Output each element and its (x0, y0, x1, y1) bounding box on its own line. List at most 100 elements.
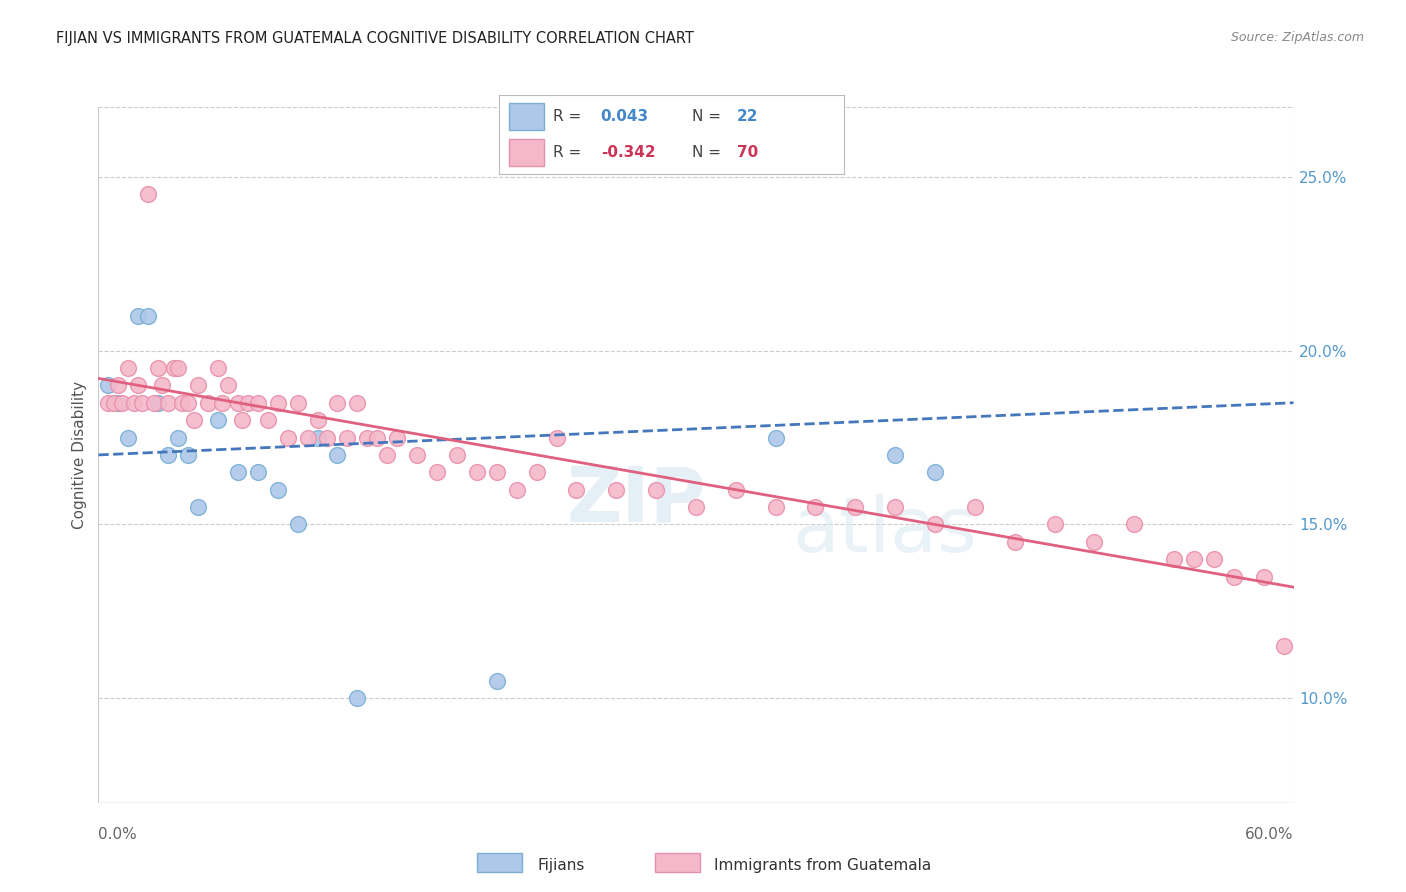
Point (217, 378, 239, 392)
Point (1004, 535, 1026, 549)
Point (148, 396, 170, 410)
Point (267, 483, 290, 497)
Point (446, 448, 468, 462)
Point (884, 448, 907, 462)
Point (366, 431, 388, 445)
Point (465, 465, 488, 479)
Point (1123, 517, 1146, 532)
Point (346, 691, 368, 706)
Y-axis label: Cognitive Disability: Cognitive Disability (72, 381, 87, 529)
Text: Source: ZipAtlas.com: Source: ZipAtlas.com (1230, 31, 1364, 45)
Text: FIJIAN VS IMMIGRANTS FROM GUATEMALA COGNITIVE DISABILITY CORRELATION CHART: FIJIAN VS IMMIGRANTS FROM GUATEMALA COGN… (56, 31, 695, 46)
Text: 0.043: 0.043 (600, 109, 650, 124)
Point (157, 396, 180, 410)
Point (685, 500, 707, 514)
Point (485, 674, 508, 689)
Point (177, 396, 200, 410)
Point (226, 465, 249, 479)
Point (187, 500, 209, 514)
Point (267, 396, 290, 410)
Point (136, 309, 159, 323)
Point (103, 396, 125, 410)
Point (256, 413, 278, 427)
Text: atlas: atlas (793, 494, 977, 568)
Point (172, 396, 194, 410)
Point (131, 396, 153, 410)
Text: 22: 22 (737, 109, 758, 124)
Point (316, 431, 339, 445)
Point (136, 187, 159, 202)
Point (124, 396, 146, 410)
Point (546, 431, 568, 445)
Point (1182, 552, 1205, 566)
Point (246, 396, 269, 410)
Point (127, 309, 149, 323)
Text: R =: R = (553, 109, 581, 124)
Point (1043, 517, 1066, 532)
Point (177, 448, 200, 462)
Point (605, 483, 627, 497)
Point (356, 431, 378, 445)
Point (326, 396, 349, 410)
Point (307, 413, 329, 427)
Point (307, 431, 329, 445)
Text: -0.342: -0.342 (600, 145, 655, 161)
Point (236, 396, 259, 410)
Bar (509, 103, 544, 130)
Point (117, 361, 139, 376)
Text: Immigrants from Guatemala: Immigrants from Guatemala (714, 858, 932, 872)
Point (231, 413, 253, 427)
Point (375, 448, 398, 462)
Text: R =: R = (553, 145, 581, 161)
Point (183, 413, 205, 427)
Point (117, 431, 139, 445)
Point (226, 396, 249, 410)
Point (1083, 535, 1105, 549)
Bar (477, 853, 522, 872)
Point (107, 378, 129, 392)
Point (127, 378, 149, 392)
Point (111, 396, 134, 410)
Bar (509, 139, 544, 166)
Point (385, 431, 409, 445)
Point (97, 396, 120, 410)
Text: N =: N = (692, 145, 721, 161)
Text: Fijians: Fijians (537, 858, 585, 872)
Point (107, 396, 129, 410)
Point (336, 431, 359, 445)
Point (297, 431, 319, 445)
Point (1202, 552, 1225, 566)
Point (326, 448, 349, 462)
Point (485, 465, 508, 479)
Point (924, 465, 946, 479)
Text: 0.0%: 0.0% (98, 827, 138, 842)
Point (765, 500, 787, 514)
Point (150, 378, 173, 392)
Point (148, 361, 170, 376)
Point (506, 483, 529, 497)
Point (167, 431, 190, 445)
Point (724, 483, 747, 497)
Text: N =: N = (692, 109, 721, 124)
Point (287, 517, 309, 532)
Point (163, 361, 186, 376)
Point (1253, 570, 1275, 584)
Point (765, 431, 787, 445)
Point (526, 465, 548, 479)
Point (157, 448, 180, 462)
Point (804, 500, 827, 514)
Point (924, 517, 946, 532)
Point (246, 465, 269, 479)
Point (97, 378, 120, 392)
Point (167, 361, 190, 376)
Text: 70: 70 (737, 145, 758, 161)
Point (207, 361, 229, 376)
Text: 60.0%: 60.0% (1246, 827, 1294, 842)
Point (346, 396, 368, 410)
Point (197, 396, 219, 410)
Bar (655, 853, 700, 872)
Point (426, 465, 449, 479)
Point (1272, 639, 1295, 653)
Text: ZIP: ZIP (567, 463, 706, 537)
Point (287, 396, 309, 410)
